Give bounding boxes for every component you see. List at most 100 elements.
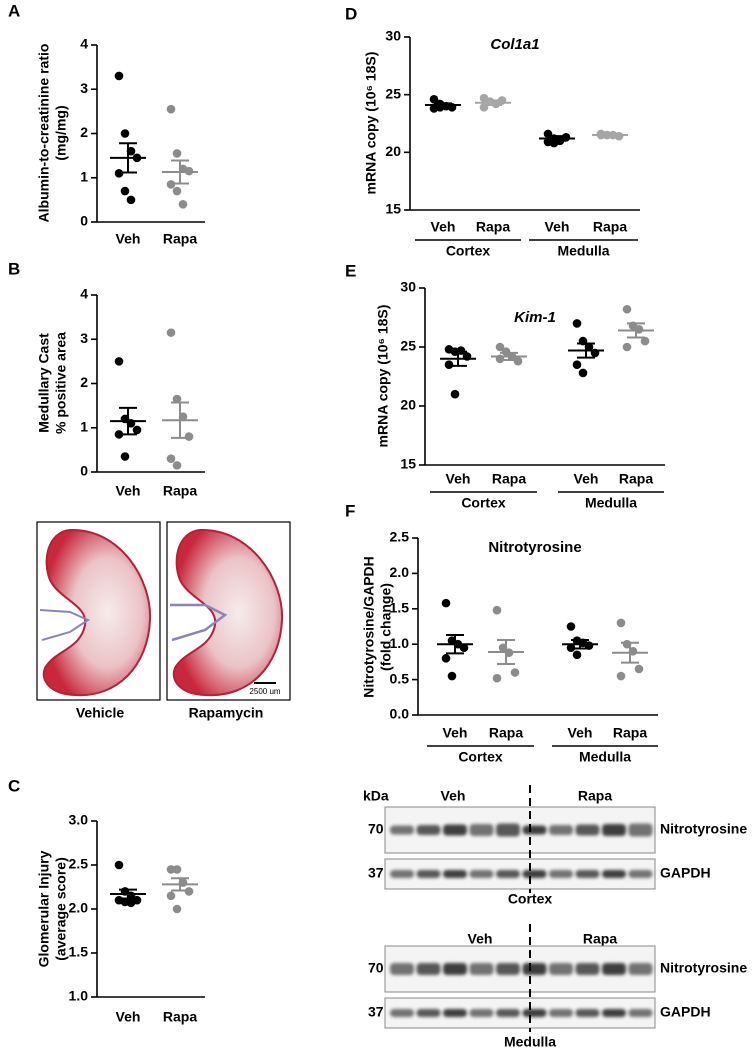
blot-band — [602, 824, 626, 836]
data-point — [429, 94, 439, 104]
blot-band — [469, 1009, 494, 1017]
y-tick-label: 20 — [385, 143, 401, 159]
y-tick-label: 1.5 — [390, 600, 410, 616]
blot-band — [628, 963, 653, 975]
blot-band — [443, 963, 467, 975]
data-point — [172, 394, 182, 404]
y-tick-label: 1 — [80, 168, 88, 184]
blot-band — [602, 870, 626, 878]
blot-band — [496, 870, 520, 878]
y-tick-label: 20 — [400, 397, 416, 413]
histology-label: Rapamycin — [189, 705, 264, 721]
data-point — [492, 673, 502, 683]
panel-letter: A — [8, 1, 20, 20]
y-tick-label: 1.5 — [69, 944, 89, 960]
lane-label: Rapa — [578, 788, 612, 804]
blot-band — [602, 963, 626, 975]
kda-label: 70 — [368, 821, 384, 837]
data-point — [120, 452, 130, 461]
kda-header: kDa — [363, 788, 389, 804]
panel-letter: E — [345, 261, 356, 280]
blot-band — [628, 1009, 653, 1017]
lane-label: Rapa — [583, 931, 617, 947]
data-point — [622, 304, 632, 314]
error-bar — [171, 159, 189, 185]
data-point — [572, 650, 582, 660]
band-label: GAPDH — [660, 865, 711, 881]
error-bar — [571, 638, 589, 650]
blot-band — [549, 1009, 573, 1017]
y-tick-label: 0 — [80, 463, 88, 479]
error-bar — [601, 133, 619, 137]
blot-band — [390, 963, 414, 975]
y-tick-label: 25 — [385, 85, 401, 101]
blot-band — [549, 870, 573, 878]
blot-band — [522, 963, 547, 975]
histology-vehicle — [36, 521, 161, 701]
chart-title: Kim-1 — [514, 309, 556, 326]
error-bar — [621, 641, 639, 664]
x-tick-label: Veh — [443, 725, 468, 741]
error-bar — [171, 401, 189, 439]
x-tick-label: Rapa — [613, 725, 647, 741]
blot-band — [443, 1009, 467, 1017]
blot-band — [390, 825, 414, 835]
blot-band — [416, 870, 441, 878]
error-bar — [484, 99, 502, 107]
data-point — [444, 360, 454, 370]
data-point — [450, 389, 460, 399]
x-tick-label: Rapa — [593, 219, 627, 235]
band-label: Nitrotyrosine — [660, 960, 747, 976]
data-point — [616, 671, 626, 681]
x-tick-label: Rapa — [489, 725, 523, 741]
data-point — [172, 186, 182, 196]
blot-band — [416, 825, 441, 835]
data-point — [120, 129, 130, 138]
blot-band — [469, 824, 494, 836]
blot-band — [390, 870, 414, 878]
error-bar — [449, 350, 467, 367]
y-tick-label: 4 — [80, 286, 88, 302]
y-axis-label: % positive area — [53, 332, 69, 434]
lane-label: Veh — [468, 931, 493, 947]
data-point — [114, 357, 124, 366]
data-point — [126, 195, 136, 205]
error-bar — [434, 102, 452, 108]
y-axis-label: (average score) — [53, 857, 69, 961]
y-tick-label: 25 — [400, 338, 416, 354]
y-tick-label: 2.0 — [69, 900, 89, 916]
blot-band — [575, 1009, 600, 1017]
error-bar — [548, 135, 566, 142]
data-point — [492, 605, 502, 615]
data-point — [184, 432, 194, 441]
y-tick-label: 2.5 — [390, 529, 410, 545]
blot-band — [522, 825, 547, 835]
blot-band — [575, 824, 600, 836]
blot-band — [575, 870, 600, 878]
y-axis-label: Medullary Cast — [36, 333, 52, 433]
data-point — [510, 668, 520, 677]
kda-label: 70 — [368, 960, 384, 976]
data-point — [172, 461, 182, 470]
data-point — [459, 643, 469, 653]
chart-title: Nitrotyrosine — [488, 539, 581, 556]
data-point — [114, 860, 124, 870]
x-tick-label: Veh — [545, 219, 570, 235]
panel-letter: F — [345, 501, 355, 520]
data-point — [640, 336, 650, 346]
error-bar — [627, 322, 645, 339]
group-label: Cortex — [458, 749, 503, 765]
data-point — [495, 342, 505, 352]
blot-band — [469, 963, 494, 975]
data-point — [166, 865, 176, 874]
data-point — [166, 328, 176, 337]
x-tick-label: Rapa — [163, 483, 197, 499]
panel-letter: D — [345, 4, 357, 23]
y-axis-label: mRNA copy (10⁶ 18S) — [363, 52, 379, 195]
y-tick-label: 0 — [80, 213, 88, 229]
blot-band — [416, 963, 441, 975]
y-tick-label: 0.5 — [390, 670, 410, 686]
blot-band — [469, 870, 494, 878]
